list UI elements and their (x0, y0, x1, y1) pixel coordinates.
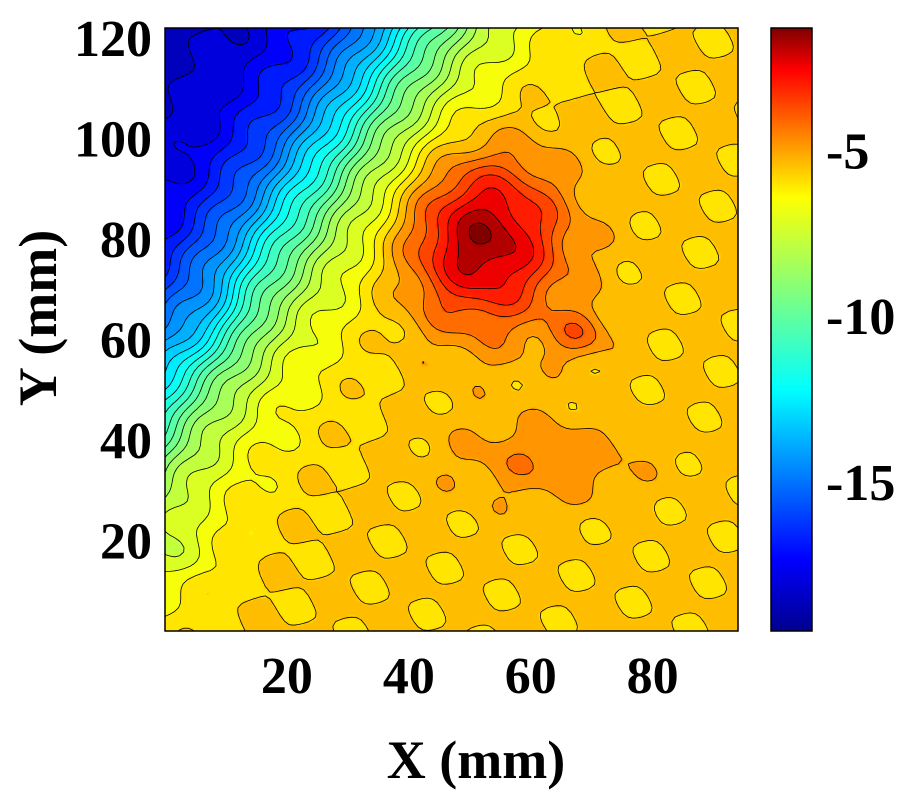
colorbar (770, 27, 813, 632)
x-tick-label: 80 (627, 648, 679, 705)
contour-line (165, 28, 394, 373)
y-tick-label: 60 (100, 313, 152, 370)
contour-line (165, 28, 364, 330)
y-tick-label: 80 (100, 212, 152, 269)
contour-line (165, 28, 518, 572)
contour-line (165, 28, 250, 120)
contour-line (391, 127, 658, 515)
colorbar-ticks: -5 -10 -15 (826, 124, 895, 512)
y-tick-label: 100 (74, 112, 152, 169)
contour-line (165, 28, 419, 414)
contour-line (165, 28, 433, 436)
y-tick-label: 20 (100, 514, 152, 571)
contour-line (165, 28, 583, 617)
contour-line (402, 151, 597, 476)
contour-line (165, 28, 268, 185)
colorbar-tick-label: -10 (826, 289, 895, 346)
contour-line (443, 187, 535, 290)
x-tick-label: 20 (261, 648, 313, 705)
contour-line (456, 209, 517, 275)
contour-line (165, 28, 490, 558)
colorbar-tick-label: -5 (826, 124, 869, 181)
y-tick-label: 40 (100, 413, 152, 470)
contour-line (165, 28, 448, 448)
contour-lines (165, 28, 738, 631)
x-tick-label: 60 (505, 648, 557, 705)
contour-line (177, 28, 738, 631)
contour-line (165, 28, 376, 341)
contour-line (165, 28, 459, 458)
x-axis-label: X (mm) (387, 730, 565, 790)
contour-line (165, 28, 310, 240)
y-tick-label: 120 (74, 11, 152, 68)
contour-line (165, 28, 386, 352)
contour-line (165, 28, 352, 305)
contour-line (165, 28, 401, 390)
colorbar-tick-label: -15 (826, 455, 895, 512)
plot-frame (164, 27, 739, 632)
contour-line (165, 28, 341, 291)
contour-line (165, 28, 477, 498)
x-axis-ticks: 20 40 60 80 (261, 648, 679, 705)
contour-line (468, 222, 492, 245)
contour-line (165, 28, 468, 474)
x-tick-label: 40 (383, 648, 435, 705)
y-axis-ticks: 20 40 60 80 100 120 (74, 11, 152, 571)
contour-line (432, 174, 545, 306)
contour-line (418, 165, 584, 339)
contour-line (165, 28, 330, 278)
contour-line (165, 28, 409, 401)
y-axis-label: Y (mm) (8, 230, 68, 406)
